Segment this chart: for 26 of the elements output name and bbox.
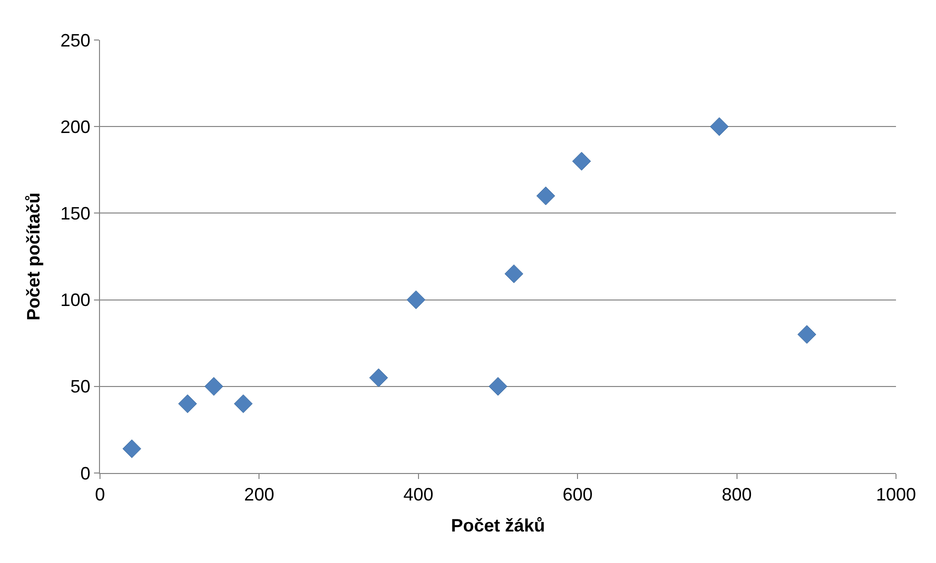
x-tick-label: 0 xyxy=(94,484,106,505)
y-tick-label: 0 xyxy=(80,463,90,484)
x-axis-title: Počet žáků xyxy=(450,516,546,536)
x-tick-label: 600 xyxy=(562,484,593,505)
point xyxy=(178,394,197,414)
point xyxy=(369,368,388,388)
point xyxy=(204,377,224,396)
point xyxy=(504,264,524,284)
point xyxy=(710,117,729,136)
point xyxy=(234,394,253,414)
y-tick-label: 100 xyxy=(60,290,90,310)
x-tick-label: 800 xyxy=(722,484,752,505)
y-tick-label: 250 xyxy=(60,30,90,50)
y-tick-label: 200 xyxy=(60,116,90,137)
x-tick-label: 200 xyxy=(244,484,274,505)
y-tick-label: 150 xyxy=(60,204,90,224)
point xyxy=(536,186,556,206)
point xyxy=(488,377,508,396)
point xyxy=(798,325,816,344)
point xyxy=(122,439,142,458)
point xyxy=(406,290,426,310)
y-axis-title: Počet počítačů xyxy=(24,192,44,321)
x-tick-label: 1000 xyxy=(876,484,916,505)
point xyxy=(572,152,591,171)
x-tick-label: 400 xyxy=(403,484,434,505)
y-tick-label: 50 xyxy=(70,376,90,397)
